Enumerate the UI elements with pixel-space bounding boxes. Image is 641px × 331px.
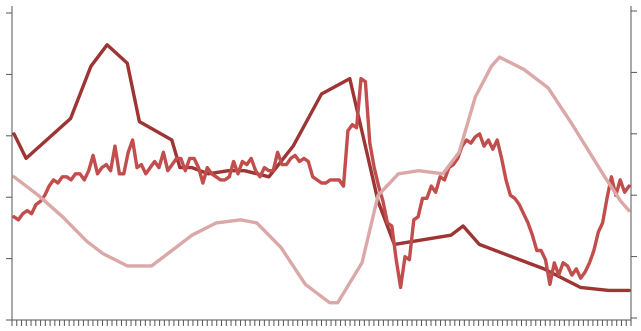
right-axis: [630, 6, 637, 320]
right-axis-ticks: [631, 10, 637, 319]
left-axis-ticks: [6, 12, 12, 321]
left-axis: [6, 6, 13, 321]
series-layer: [12, 43, 631, 305]
x-axis: [11, 319, 632, 326]
x-axis-ticks: [11, 320, 632, 326]
series-line-2: [12, 76, 631, 290]
series-line-3: [12, 55, 631, 305]
